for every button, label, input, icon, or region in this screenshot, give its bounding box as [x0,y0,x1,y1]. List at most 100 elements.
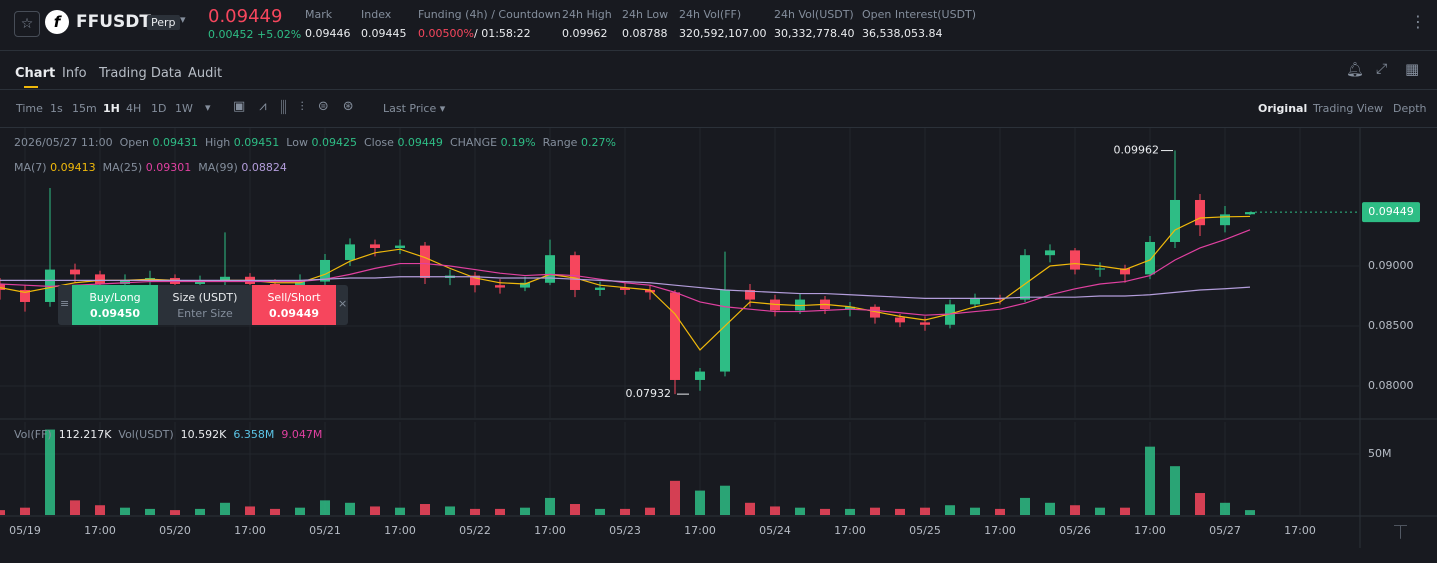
buy-button[interactable]: Buy/Long 0.09450 [72,285,158,325]
bell-icon[interactable]: 🔔︎ [1346,62,1364,78]
x-tick-label: 17:00 [984,524,1016,537]
volume-bar [1045,502,1055,515]
tab-underline [24,86,38,88]
legend-low-label: Low [286,136,308,149]
stat-label: Index [361,8,392,21]
volume-bar [1220,502,1230,515]
volume-bar [770,506,780,515]
sell-button[interactable]: Sell/Short 0.09449 [252,285,336,325]
candle-body [95,274,105,284]
more-icon[interactable]: ⋮ [1410,12,1426,31]
legend-change-label: CHANGE [449,136,498,149]
drag-handle[interactable]: ≡ [60,297,70,310]
interval[interactable]: 15m [72,102,97,115]
stat-label: 24h Low [622,8,669,21]
candle-body [845,306,855,310]
volume-bar [1020,497,1030,515]
stat-label: 24h Vol(FF) [679,8,742,21]
interval[interactable]: Time [16,102,43,115]
stat-value: 30,332,778.40 [774,27,855,40]
interval[interactable]: 1H [103,102,120,115]
stat-value: 0.08788 [622,27,668,40]
legend-range: 0.27% [580,136,616,149]
tab[interactable]: Info [62,66,87,81]
ma-legend-value: 0.08824 [241,161,287,174]
volume-bar [345,502,355,515]
stat-value: 320,592,107.00 [679,27,767,40]
symbol[interactable]: FFUSDT [76,12,151,32]
candle-body [1170,199,1180,242]
candle-body [395,245,405,248]
expand-icon[interactable]: ⤢ [1376,61,1388,77]
volume-bar [795,507,805,515]
volume-bar [720,485,730,515]
x-tick-label: 17:00 [84,524,116,537]
vol-usdt-label: Vol(USDT) [118,428,174,441]
x-tick-label: 17:00 [384,524,416,537]
volume-bar [270,508,280,515]
axis-reset-icon[interactable]: ⏉ [1394,526,1408,541]
stat-value: 0.09962 [562,27,608,40]
volume-bar [20,507,30,515]
volume-bar [170,510,180,515]
legend-low: 0.09425 [311,136,357,149]
interval[interactable]: 1W [175,102,193,115]
vol-ff-label: Vol(FF) [14,428,52,441]
volume-bar [520,507,530,515]
view-option[interactable]: Trading View [1313,102,1383,115]
x-tick-label: 17:00 [1284,524,1316,537]
tab[interactable]: Trading Data [99,66,182,81]
sell-label: Sell/Short [267,291,321,304]
x-tick-label: 17:00 [234,524,266,537]
more-intervals[interactable]: ▾ [205,101,211,114]
x-tick-label: 05/25 [909,524,941,537]
volume-bar [820,508,830,515]
close-panel[interactable]: × [338,297,348,310]
tab-bar: Chart Info Trading Data Audit [0,51,1437,90]
toolbar: ▾ ▣⩘⫼⫶⊜⊛ Last Price ▾ Time 1s 15m 1H 4H 1D 1W O… [0,90,1437,128]
high-label: 0.09962 [1114,144,1160,157]
price-tag-label: 0.09449 [1368,205,1414,218]
x-tick-label: 05/21 [309,524,341,537]
candle-body [1045,250,1055,256]
candle-body [1120,268,1130,275]
volume-bar [95,505,105,515]
favorite-star[interactable]: ☆ [14,11,40,37]
candle-body [595,287,605,290]
view-option[interactable]: Original [1258,102,1308,115]
price-type[interactable]: Last Price ▾ [383,102,446,115]
layout-icon[interactable]: ▦ [1405,60,1420,78]
interval[interactable]: 1s [50,102,63,115]
x-tick-label: 17:00 [1134,524,1166,537]
candle-body [970,298,980,305]
tab[interactable]: Chart [15,66,56,81]
x-tick-label: 05/24 [759,524,791,537]
coin-logo: f [45,10,69,34]
tab[interactable]: Audit [188,66,223,81]
size-input[interactable]: Size (USDT) Enter Size [158,285,252,325]
price-type-label: Last Price [383,102,437,115]
low-label: 0.07932 [626,387,672,400]
price-change: 0.00452 +5.02% [208,28,302,41]
volume-bar [620,508,630,515]
stat-label: 24h High [562,8,612,21]
interval[interactable]: 1D [151,102,167,115]
ma-legend-value: 0.09413 [50,161,96,174]
interval[interactable]: 4H [126,102,142,115]
legend-close-label: Close [363,136,394,149]
last-price: 0.09449 [208,6,283,27]
stat-label: Funding (4h) / Countdown [418,8,561,21]
view-option[interactable]: Depth [1393,102,1427,115]
ma-legend-name: MA(99) [198,161,238,174]
ma-legend-value: 0.09301 [145,161,192,174]
volume-bar [0,510,5,515]
volume-tick-label: 50M [1368,447,1392,460]
y-tick-label: 0.08500 [1368,319,1414,332]
legend-open: 0.09431 [152,136,199,149]
tool-icons[interactable]: ▣⩘⫼⫶⊜⊛ [233,99,368,114]
candle-body [895,317,905,323]
dropdown-arrow[interactable]: ▾ [180,13,186,26]
x-tick-label: 05/20 [159,524,191,537]
candle-body [70,269,80,275]
